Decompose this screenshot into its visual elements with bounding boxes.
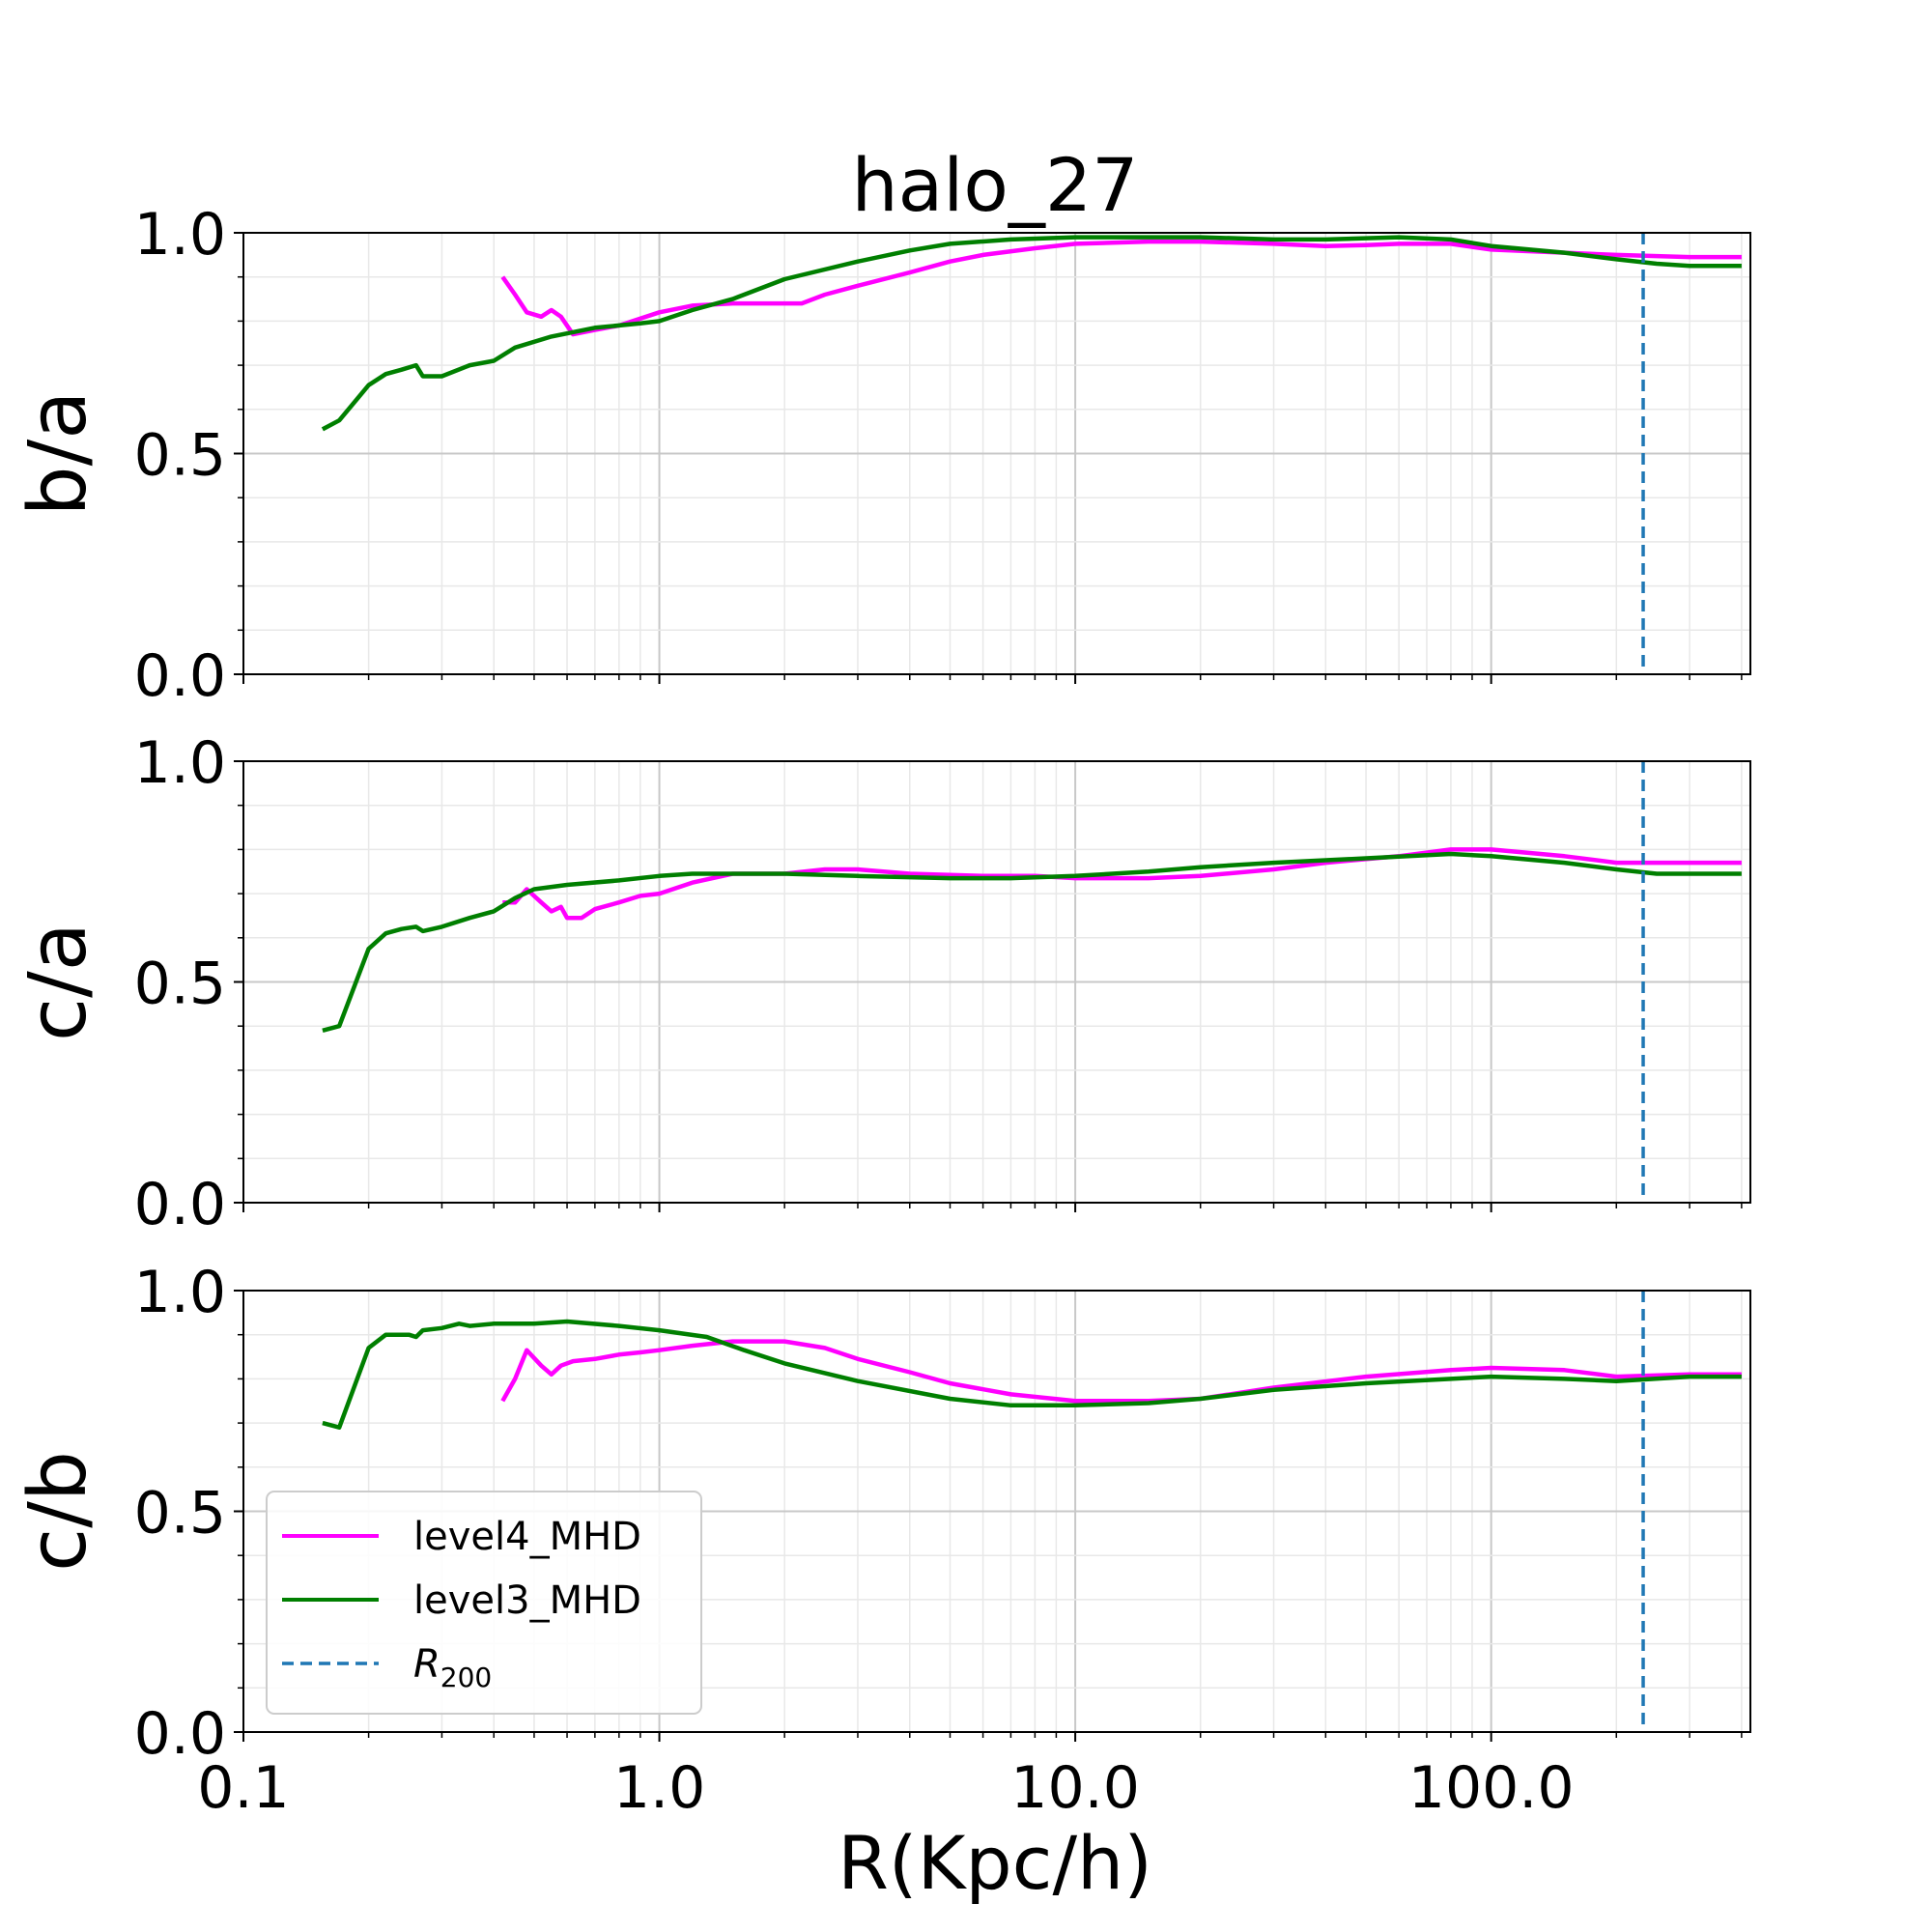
series-line-level3: [322, 1319, 1742, 1430]
y-tick-label: 1.0: [134, 1259, 226, 1326]
y-tick-label: 1.0: [134, 201, 226, 269]
y-axis-label: b/a: [13, 391, 104, 517]
series-line-level4: [500, 1339, 1742, 1404]
x-tick-label: 1.0: [613, 1754, 705, 1822]
x-tick-label: 100.0: [1408, 1754, 1575, 1822]
series-group: [321, 235, 1742, 432]
legend-label-r200-main: R: [413, 1642, 440, 1687]
axes-frame: [242, 760, 1751, 1204]
x-tick-label: 0.1: [197, 1754, 289, 1822]
x-tick-label: 10.0: [1010, 1754, 1140, 1822]
y-tick-label: 0.0: [134, 1171, 226, 1238]
legend-box: [266, 1491, 702, 1715]
y-axis-label: c/b: [13, 1451, 104, 1572]
grid: [234, 232, 1750, 684]
axes-frame: [242, 1290, 1751, 1733]
y-tick-label: 1.0: [134, 729, 226, 797]
y-tick-label: 0.5: [134, 422, 226, 490]
y-tick-label: 0.0: [134, 642, 226, 710]
series-line-level3: [322, 851, 1742, 1033]
axes-frame: [242, 232, 1751, 675]
series-line-level3: [321, 235, 1742, 432]
series-group: [322, 847, 1742, 1033]
panel-1: 0.0 0.5 1.0 b/a: [13, 201, 1751, 710]
y-axis-label: c/a: [13, 923, 104, 1041]
x-axis-label: R(Kpc/h): [838, 1820, 1152, 1906]
panels: 0.0 0.5 1.0 b/a 0.0 0.5 1.0 c/a 0.0 0.5 1.0 c/b 0.1 1…: [13, 201, 1751, 1822]
series-line-level4: [500, 239, 1742, 337]
y-tick-label: 0.5: [134, 951, 226, 1018]
y-tick-label: 0.0: [134, 1700, 226, 1768]
y-tick-label: 0.5: [134, 1480, 226, 1548]
legend-label-r200: R200: [413, 1642, 492, 1693]
figure-title: halo_27: [851, 142, 1138, 228]
legend-label-level3: level3_MHD: [413, 1578, 641, 1623]
legend-label-level4: level4_MHD: [413, 1515, 641, 1559]
legend: level4_MHD level3_MHD R200: [266, 1491, 702, 1715]
series-group: [322, 1319, 1742, 1430]
legend-label-r200-sub: 200: [440, 1662, 492, 1693]
panel-2: 0.0 0.5 1.0 c/a: [13, 729, 1751, 1238]
series-line-level4: [502, 847, 1742, 921]
